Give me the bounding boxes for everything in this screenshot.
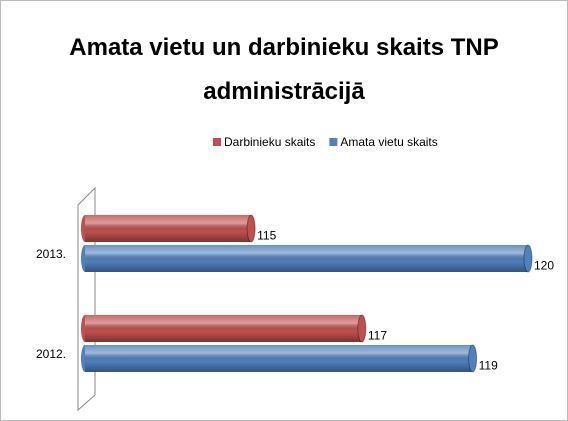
legend-swatch: [329, 138, 338, 146]
data-label: 120: [534, 259, 554, 273]
bar: [81, 214, 256, 243]
bar: [81, 314, 367, 343]
bar-shine: [85, 215, 252, 242]
data-label: 117: [368, 329, 387, 343]
data-label: 115: [257, 229, 276, 243]
y-tick-label: 2012.: [36, 347, 66, 361]
back-wall: [77, 186, 96, 412]
bar-cap: [246, 214, 256, 243]
bar-cap: [523, 244, 533, 273]
bar-shine: [85, 345, 473, 372]
bar-cap: [357, 314, 367, 343]
bar: [81, 244, 533, 273]
bar: [81, 344, 478, 373]
legend-swatch: [213, 138, 221, 146]
legend-label: Darbinieku skaits: [224, 135, 315, 149]
bar-shine: [85, 245, 528, 272]
y-tick-label: 2013.: [36, 247, 66, 261]
chart-title: Amata vietu un darbinieku skaits TNP adm…: [69, 34, 499, 105]
data-label: 119: [479, 359, 498, 373]
legend-label: Amata vietu skaits: [340, 135, 437, 149]
bar-shine: [85, 315, 362, 342]
bar-cap: [468, 344, 478, 373]
